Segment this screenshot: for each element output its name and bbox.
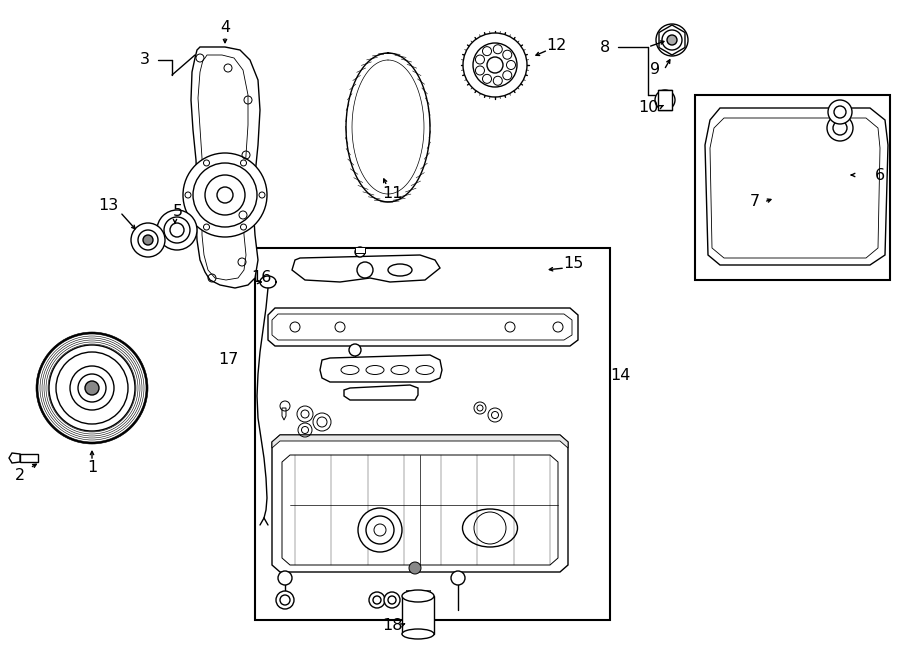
Bar (658, 90, 672, 110)
Circle shape (656, 24, 688, 56)
Circle shape (278, 571, 292, 585)
Polygon shape (344, 385, 418, 400)
Text: 3: 3 (140, 52, 150, 67)
Circle shape (409, 562, 421, 574)
Polygon shape (268, 308, 578, 346)
Text: 10: 10 (638, 100, 658, 114)
Text: 17: 17 (218, 352, 238, 368)
Circle shape (183, 153, 267, 237)
Text: 13: 13 (98, 198, 118, 212)
Polygon shape (272, 435, 568, 572)
Text: 7: 7 (750, 194, 760, 210)
Polygon shape (320, 355, 442, 382)
Circle shape (56, 352, 128, 424)
Circle shape (37, 333, 147, 443)
Polygon shape (292, 255, 440, 282)
Text: 18: 18 (382, 617, 403, 633)
Circle shape (157, 210, 197, 250)
Text: 12: 12 (545, 38, 566, 52)
Polygon shape (191, 47, 260, 288)
Circle shape (70, 366, 114, 410)
Text: 6: 6 (875, 167, 885, 182)
Polygon shape (9, 453, 20, 463)
Circle shape (276, 591, 294, 609)
Circle shape (828, 100, 852, 124)
Circle shape (655, 90, 675, 110)
Circle shape (349, 344, 361, 356)
Text: 11: 11 (382, 186, 402, 200)
Circle shape (78, 374, 106, 402)
Polygon shape (272, 435, 568, 448)
Circle shape (355, 247, 365, 257)
Polygon shape (282, 408, 286, 420)
Bar (355, 247, 365, 253)
Circle shape (131, 223, 165, 257)
Bar (20, 454, 38, 462)
Circle shape (827, 115, 853, 141)
Circle shape (451, 571, 465, 585)
Bar (255, 248, 610, 620)
Text: 1: 1 (87, 461, 97, 475)
Ellipse shape (402, 590, 434, 602)
Circle shape (369, 592, 385, 608)
Polygon shape (196, 48, 248, 278)
Text: 14: 14 (610, 368, 630, 383)
Circle shape (463, 33, 527, 97)
Polygon shape (705, 108, 888, 265)
Text: 15: 15 (562, 256, 583, 270)
Circle shape (49, 345, 135, 431)
Bar (402, 596, 434, 634)
Circle shape (384, 592, 400, 608)
Text: 2: 2 (15, 467, 25, 483)
Text: 8: 8 (600, 40, 610, 54)
Text: 16: 16 (252, 270, 272, 286)
Text: 9: 9 (650, 63, 660, 77)
Ellipse shape (402, 629, 434, 639)
Circle shape (667, 35, 677, 45)
Bar (695, 95, 890, 280)
Circle shape (217, 187, 233, 203)
Circle shape (143, 235, 153, 245)
Text: 4: 4 (220, 20, 230, 36)
Circle shape (85, 381, 99, 395)
Text: 5: 5 (173, 204, 183, 219)
Circle shape (358, 508, 402, 552)
